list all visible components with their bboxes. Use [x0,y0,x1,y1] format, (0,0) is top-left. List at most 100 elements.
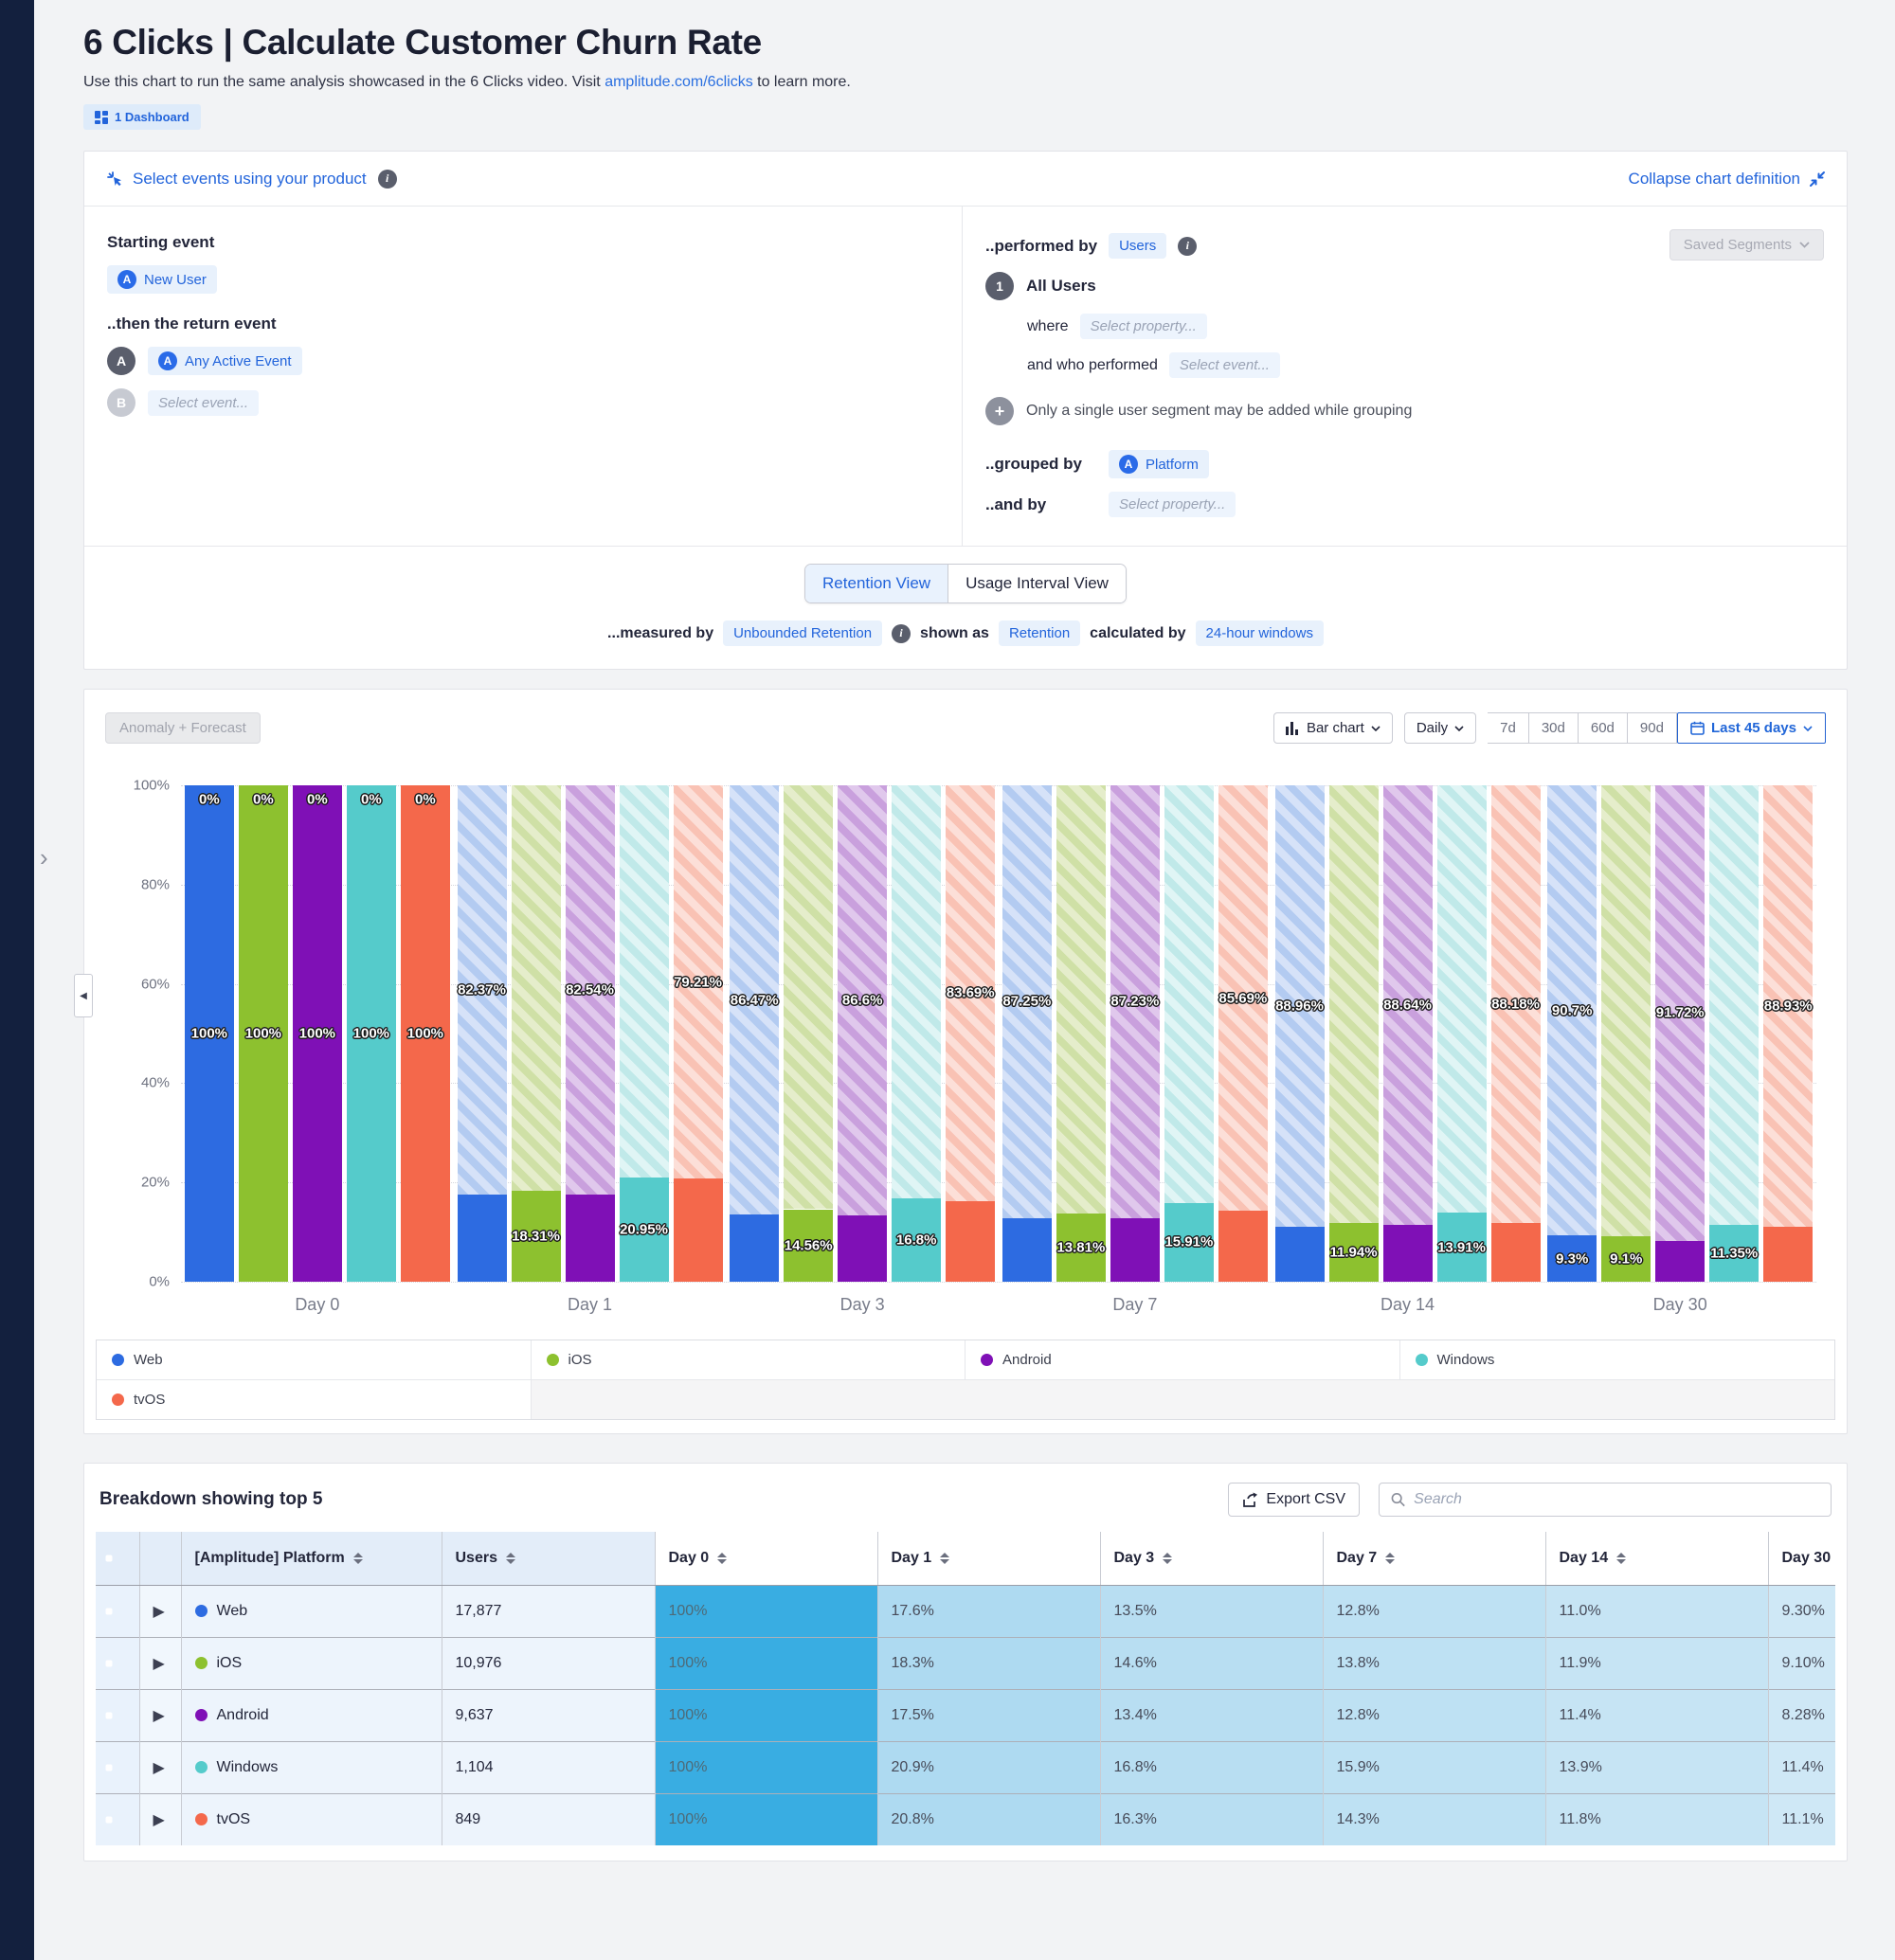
sort-icon[interactable] [940,1552,950,1564]
retention-cell-day-2: 13.4% [1100,1688,1324,1741]
saved-segments-button[interactable]: Saved Segments [1669,229,1824,261]
and-by-chip[interactable]: Select property... [1109,492,1236,517]
sort-icon[interactable] [352,1552,363,1564]
row-expand-arrow[interactable]: ▶ [139,1636,182,1689]
bar-windows-day-14[interactable]: 13.91% [1436,785,1487,1282]
bar-android-day-7[interactable]: 87.23% [1110,785,1160,1282]
measured-by-chip[interactable]: Unbounded Retention [723,620,883,646]
bar-android-day-30[interactable]: 91.72% [1655,785,1706,1282]
bar-android-day-3[interactable]: 86.6% [838,785,888,1282]
bar-windows-day-1[interactable]: 20.95% [619,785,669,1282]
legend-item-tvos[interactable]: tvOS [97,1380,532,1419]
shown-as-chip[interactable]: Retention [998,620,1081,646]
sidebar-expand-chevron-icon[interactable]: › [40,843,48,872]
day-column-header-day-0[interactable]: Day 0 [655,1532,878,1586]
performed-by-chip[interactable]: Users [1109,233,1167,259]
interval-dropdown[interactable]: Daily [1403,712,1477,744]
day-column-header-day-14[interactable]: Day 14 [1545,1532,1769,1586]
day-column-header-day-30[interactable]: Day 30 [1768,1532,1835,1586]
row-expand-arrow[interactable]: ▶ [139,1740,182,1793]
bar-web-day-30[interactable]: 90.7% 9.3% [1547,785,1597,1282]
bar-android-day-1[interactable]: 82.54% [565,785,615,1282]
select-events-info-icon[interactable]: i [377,169,397,189]
retention-segment [1490,1223,1541,1282]
sort-icon[interactable] [1616,1552,1627,1564]
sort-icon[interactable] [1385,1552,1396,1564]
who-performed-chip[interactable]: Select event... [1168,352,1280,378]
legend-item-web[interactable]: Web [97,1340,532,1380]
chart-type-dropdown[interactable]: Bar chart [1272,712,1393,744]
sort-icon[interactable] [505,1552,515,1564]
collapse-definition-button[interactable]: Collapse chart definition [1629,170,1826,189]
select-events-button[interactable]: Select events using your product [105,170,367,189]
sort-icon[interactable] [717,1552,728,1564]
dashboard-count-badge[interactable]: 1 Dashboard [83,104,201,130]
row-expand-arrow[interactable]: ▶ [139,1584,182,1637]
export-csv-button[interactable]: Export CSV [1228,1483,1360,1517]
day-column-header-day-1[interactable]: Day 1 [877,1532,1101,1586]
measured-by-info-icon[interactable]: i [892,623,911,643]
bar-tvos-day-1[interactable]: 79.21% [673,785,723,1282]
bar-tvos-day-30[interactable]: 88.93% [1763,785,1814,1282]
performed-by-info-icon[interactable]: i [1178,236,1198,256]
retention-cell-day-0: 100% [655,1584,878,1637]
tab-usage-interval-view[interactable]: Usage Interval View [948,565,1126,602]
bar-android-day-0[interactable]: 0% 100% [292,785,342,1282]
platform-color-dot [194,1761,208,1773]
date-range-picker[interactable]: Last 45 days [1676,712,1826,744]
range-button-60d[interactable]: 60d [1578,712,1628,744]
bar-ios-day-14[interactable]: 11.94% [1328,785,1379,1282]
bar-ios-day-3[interactable]: 14.56% [784,785,834,1282]
legend-item-ios[interactable]: iOS [531,1340,966,1380]
retention-cell-day-5: 9.30% [1768,1584,1835,1637]
day-column-header-day-3[interactable]: Day 3 [1100,1532,1324,1586]
subtitle-link[interactable]: amplitude.com/6clicks [605,74,753,90]
starting-event-chip[interactable]: A New User [107,265,217,294]
bar-windows-day-7[interactable]: 15.91% [1164,785,1214,1282]
bar-tvos-day-3[interactable]: 83.69% [946,785,996,1282]
bar-web-day-1[interactable]: 82.37% [457,785,507,1282]
return-event-b-chip[interactable]: Select event... [148,389,260,416]
bar-tvos-day-7[interactable]: 85.69% [1218,785,1268,1282]
anomaly-forecast-button[interactable]: Anomaly + Forecast [105,712,261,744]
bar-web-day-3[interactable]: 86.47% [730,785,780,1282]
bar-windows-day-3[interactable]: 16.8% [892,785,942,1282]
bar-ios-day-7[interactable]: 13.81% [1056,785,1106,1282]
bar-tvos-day-14[interactable]: 88.18% [1490,785,1541,1282]
bar-web-day-14[interactable]: 88.96% [1274,785,1325,1282]
churn-segment [838,785,888,1215]
search-input[interactable] [1414,1491,1819,1508]
bar-ios-day-1[interactable]: 18.31% [511,785,561,1282]
bar-windows-day-0[interactable]: 0% 100% [346,785,396,1282]
sort-icon[interactable] [1163,1552,1173,1564]
bar-web-day-7[interactable]: 87.25% [1002,785,1052,1282]
bar-ios-day-0[interactable]: 0% 100% [238,785,288,1282]
platform-cell: Windows [181,1740,442,1793]
bar-ios-day-30[interactable]: 9.1% [1601,785,1651,1282]
row-expand-arrow[interactable]: ▶ [139,1792,182,1845]
legend-item-android[interactable]: Android [966,1340,1400,1380]
chart-panel-collapse-handle[interactable]: ◀ [74,974,93,1017]
legend-color-dot [112,1354,124,1366]
platform-column-header[interactable]: [Amplitude] Platform [181,1532,442,1586]
bar-tvos-day-0[interactable]: 0% 100% [400,785,450,1282]
add-segment-icon[interactable]: + [985,397,1014,425]
bar-web-day-0[interactable]: 0% 100% [184,785,234,1282]
range-button-30d[interactable]: 30d [1528,712,1579,744]
chevron-down-icon [1799,242,1810,248]
legend-item-windows[interactable]: Windows [1399,1340,1834,1380]
users-column-header[interactable]: Users [442,1532,656,1586]
day-column-header-day-7[interactable]: Day 7 [1323,1532,1546,1586]
tab-retention-view[interactable]: Retention View [805,565,949,602]
bar-windows-day-30[interactable]: 11.35% [1709,785,1760,1282]
grouped-by-chip[interactable]: A Platform [1109,450,1209,478]
range-button-7d[interactable]: 7d [1488,712,1529,744]
range-button-90d[interactable]: 90d [1627,712,1677,744]
return-event-a-chip[interactable]: A Any Active Event [148,347,302,375]
where-property-chip[interactable]: Select property... [1079,314,1207,339]
calculated-by-chip[interactable]: 24-hour windows [1195,620,1324,646]
row-expand-arrow[interactable]: ▶ [139,1688,182,1741]
bar-android-day-14[interactable]: 88.64% [1382,785,1433,1282]
retention-cell-day-4: 13.9% [1545,1740,1769,1793]
churn-segment [1056,785,1106,1214]
